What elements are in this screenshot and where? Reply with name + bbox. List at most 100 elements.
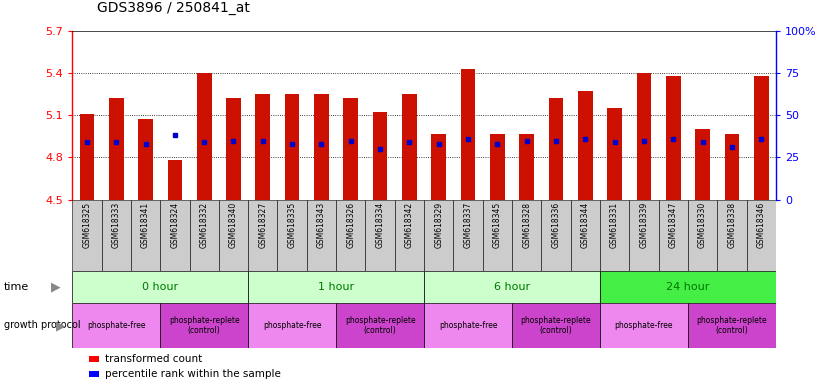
FancyBboxPatch shape xyxy=(72,200,102,271)
FancyBboxPatch shape xyxy=(102,200,131,271)
Text: phosphate-free: phosphate-free xyxy=(87,321,145,330)
Text: GSM618332: GSM618332 xyxy=(200,202,209,248)
FancyBboxPatch shape xyxy=(395,200,424,271)
Bar xyxy=(490,134,505,200)
FancyBboxPatch shape xyxy=(160,303,248,348)
Bar xyxy=(197,73,212,200)
FancyBboxPatch shape xyxy=(746,200,776,271)
Text: GSM618326: GSM618326 xyxy=(346,202,355,248)
Text: phosphate-replete
(control): phosphate-replete (control) xyxy=(521,316,591,335)
Bar xyxy=(255,94,270,200)
Text: phosphate-free: phosphate-free xyxy=(263,321,321,330)
FancyBboxPatch shape xyxy=(688,303,776,348)
FancyBboxPatch shape xyxy=(600,303,688,348)
Text: ▶: ▶ xyxy=(56,319,66,332)
Bar xyxy=(109,98,123,200)
FancyBboxPatch shape xyxy=(365,200,395,271)
Bar xyxy=(725,134,739,200)
Text: ▶: ▶ xyxy=(51,281,61,293)
FancyBboxPatch shape xyxy=(160,200,190,271)
Text: GSM618334: GSM618334 xyxy=(375,202,384,248)
Text: GSM618329: GSM618329 xyxy=(434,202,443,248)
Text: GSM618336: GSM618336 xyxy=(552,202,561,248)
Text: GSM618340: GSM618340 xyxy=(229,202,238,248)
FancyBboxPatch shape xyxy=(248,271,424,303)
FancyBboxPatch shape xyxy=(307,200,336,271)
FancyBboxPatch shape xyxy=(453,200,483,271)
FancyBboxPatch shape xyxy=(512,303,600,348)
Text: GSM618331: GSM618331 xyxy=(610,202,619,248)
Text: phosphate-free: phosphate-free xyxy=(615,321,673,330)
FancyBboxPatch shape xyxy=(718,200,746,271)
Text: GSM618347: GSM618347 xyxy=(669,202,678,248)
FancyBboxPatch shape xyxy=(600,200,629,271)
Bar xyxy=(373,113,388,200)
FancyBboxPatch shape xyxy=(483,200,512,271)
FancyBboxPatch shape xyxy=(190,200,219,271)
Bar xyxy=(226,98,241,200)
FancyBboxPatch shape xyxy=(248,303,336,348)
Bar xyxy=(666,76,681,200)
Text: GSM618337: GSM618337 xyxy=(464,202,473,248)
Text: GSM618325: GSM618325 xyxy=(82,202,91,248)
Text: 1 hour: 1 hour xyxy=(318,282,354,292)
Bar xyxy=(138,119,153,200)
Text: phosphate-replete
(control): phosphate-replete (control) xyxy=(169,316,240,335)
Text: GDS3896 / 250841_at: GDS3896 / 250841_at xyxy=(97,2,250,15)
Text: phosphate-replete
(control): phosphate-replete (control) xyxy=(696,316,767,335)
FancyBboxPatch shape xyxy=(629,200,658,271)
FancyBboxPatch shape xyxy=(72,303,160,348)
Text: GSM618333: GSM618333 xyxy=(112,202,121,248)
FancyBboxPatch shape xyxy=(336,303,424,348)
FancyBboxPatch shape xyxy=(571,200,600,271)
FancyBboxPatch shape xyxy=(131,200,160,271)
Text: growth protocol: growth protocol xyxy=(4,320,80,331)
FancyBboxPatch shape xyxy=(424,200,453,271)
Text: GSM618346: GSM618346 xyxy=(757,202,766,248)
Text: 6 hour: 6 hour xyxy=(494,282,530,292)
FancyBboxPatch shape xyxy=(658,200,688,271)
Bar xyxy=(343,98,358,200)
Bar xyxy=(636,73,651,200)
Text: phosphate-free: phosphate-free xyxy=(438,321,498,330)
Text: phosphate-replete
(control): phosphate-replete (control) xyxy=(345,316,415,335)
Text: GSM618330: GSM618330 xyxy=(698,202,707,248)
FancyBboxPatch shape xyxy=(336,200,365,271)
FancyBboxPatch shape xyxy=(600,271,776,303)
Bar xyxy=(285,94,300,200)
Text: GSM618344: GSM618344 xyxy=(580,202,589,248)
FancyBboxPatch shape xyxy=(72,271,248,303)
Bar xyxy=(314,94,328,200)
FancyBboxPatch shape xyxy=(512,200,541,271)
Text: GSM618328: GSM618328 xyxy=(522,202,531,248)
Bar xyxy=(461,69,475,200)
Text: percentile rank within the sample: percentile rank within the sample xyxy=(105,369,281,379)
Text: 24 hour: 24 hour xyxy=(666,282,709,292)
Bar xyxy=(695,129,710,200)
Bar xyxy=(578,91,593,200)
FancyBboxPatch shape xyxy=(688,200,718,271)
Bar xyxy=(548,98,563,200)
Bar xyxy=(80,114,94,200)
Bar xyxy=(520,134,534,200)
Text: GSM618343: GSM618343 xyxy=(317,202,326,248)
Bar xyxy=(754,76,768,200)
FancyBboxPatch shape xyxy=(219,200,248,271)
Bar xyxy=(608,108,622,200)
Text: GSM618335: GSM618335 xyxy=(287,202,296,248)
FancyBboxPatch shape xyxy=(424,303,512,348)
Bar xyxy=(167,160,182,200)
Bar xyxy=(431,134,446,200)
Text: GSM618345: GSM618345 xyxy=(493,202,502,248)
Bar xyxy=(402,94,417,200)
Text: GSM618341: GSM618341 xyxy=(141,202,150,248)
Text: GSM618324: GSM618324 xyxy=(170,202,179,248)
FancyBboxPatch shape xyxy=(541,200,571,271)
Text: 0 hour: 0 hour xyxy=(142,282,178,292)
Text: transformed count: transformed count xyxy=(105,354,202,364)
Text: time: time xyxy=(4,282,30,292)
Text: GSM618342: GSM618342 xyxy=(405,202,414,248)
Text: GSM618339: GSM618339 xyxy=(640,202,649,248)
FancyBboxPatch shape xyxy=(277,200,307,271)
FancyBboxPatch shape xyxy=(248,200,277,271)
